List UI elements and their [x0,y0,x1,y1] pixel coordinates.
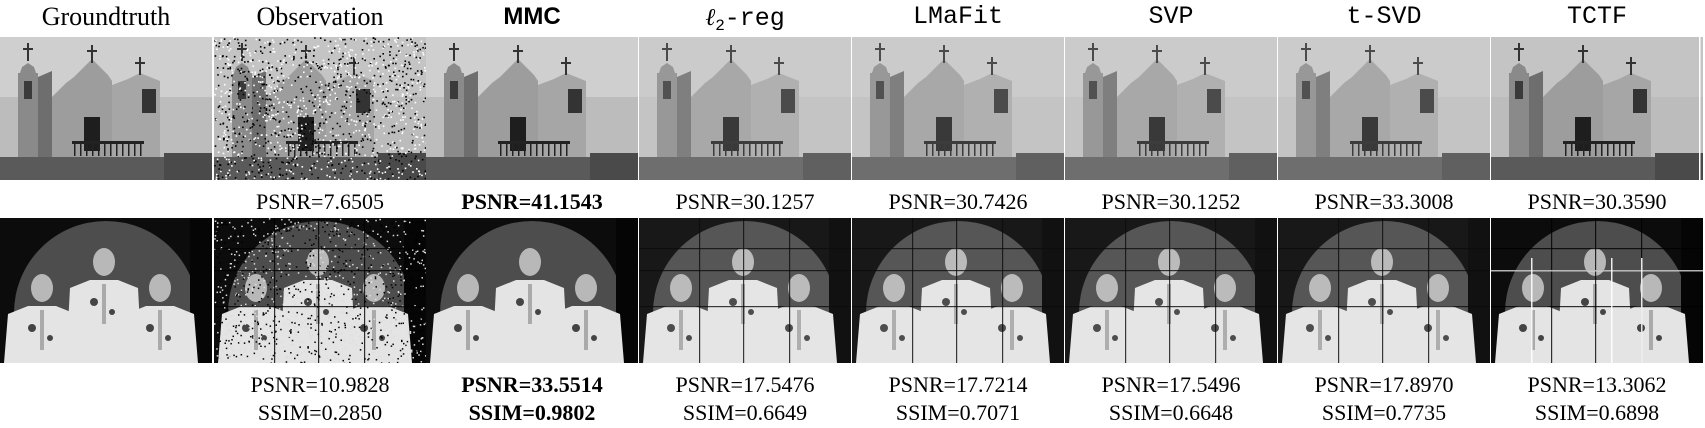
method-label: Observation [214,2,426,32]
ssim-astronaut-value: SSIM=0.7735 [1278,400,1490,426]
method-label: Groundtruth [0,2,212,32]
ssim-astronaut-value: SSIM=0.9802 [426,400,638,426]
astronaut-image [426,218,638,363]
church-image [214,37,426,180]
church-image [0,37,212,180]
method-label: t-SVD [1278,2,1490,32]
psnr-astronaut-value: PSNR=13.3062 [1491,372,1703,398]
psnr-church-value: PSNR=30.1257 [639,189,851,215]
method-label: SVP [1065,2,1277,32]
method-column: MMC PSNR=41.1543 PSNR=33.5514 SSIM=0.9802 [426,0,638,428]
psnr-astronaut-value: PSNR=17.8970 [1278,372,1490,398]
psnr-astronaut-value: PSNR=17.5496 [1065,372,1277,398]
method-label: TCTF [1491,2,1703,32]
psnr-church-value: PSNR=30.3590 [1491,189,1703,215]
psnr-astronaut-value: PSNR=10.9828 [214,372,426,398]
psnr-church-value: PSNR=30.7426 [852,189,1064,215]
psnr-church-value: PSNR=7.6505 [214,189,426,215]
ssim-astronaut-value: SSIM=0.6649 [639,400,851,426]
church-image [1278,37,1490,180]
psnr-astronaut-value: PSNR=33.5514 [426,372,638,398]
astronaut-image [639,218,851,363]
church-image [426,37,638,180]
psnr-church-value: PSNR=30.1252 [1065,189,1277,215]
method-label: MMC [426,2,638,32]
astronaut-image [852,218,1064,363]
method-label: LMaFit [852,2,1064,32]
ssim-astronaut-value: SSIM=0.6898 [1491,400,1703,426]
psnr-astronaut-value: PSNR=17.5476 [639,372,851,398]
church-image [1065,37,1277,180]
ssim-astronaut-value: SSIM=0.2850 [214,400,426,426]
church-image [1491,37,1703,180]
astronaut-image [1278,218,1490,363]
astronaut-image [214,218,426,363]
method-column: TCTF PSNR=30.3590 PSNR=13.3062 SSIM=0.6898 [1491,0,1703,428]
psnr-church-value: PSNR=33.3008 [1278,189,1490,215]
method-column: Groundtruth [0,0,212,428]
method-label: ℓ2-reg [639,2,851,32]
ssim-astronaut-value: SSIM=0.7071 [852,400,1064,426]
church-image [852,37,1064,180]
astronaut-image [0,218,212,363]
psnr-astronaut-value: PSNR=17.7214 [852,372,1064,398]
astronaut-image [1065,218,1277,363]
church-image [639,37,851,180]
method-column: LMaFit PSNR=30.7426 PSNR=17.7214 SSIM=0.707… [852,0,1064,428]
astronaut-image [1491,218,1703,363]
method-column: Observation PSNR=7.6505 PSNR=10.9828 SSIM=0… [214,0,426,428]
ssim-astronaut-value: SSIM=0.6648 [1065,400,1277,426]
method-column: SVP PSNR=30.1252 PSNR=17.5496 SSIM=0.6648 [1065,0,1277,428]
method-column: t-SVD PSNR=33.3008 PSNR=17.8970 SSIM=0.7735 [1278,0,1490,428]
method-column: ℓ2-reg PSNR=30.1257 PSNR=17.5476 SSIM=0.664… [639,0,851,428]
psnr-church-value: PSNR=41.1543 [426,189,638,215]
